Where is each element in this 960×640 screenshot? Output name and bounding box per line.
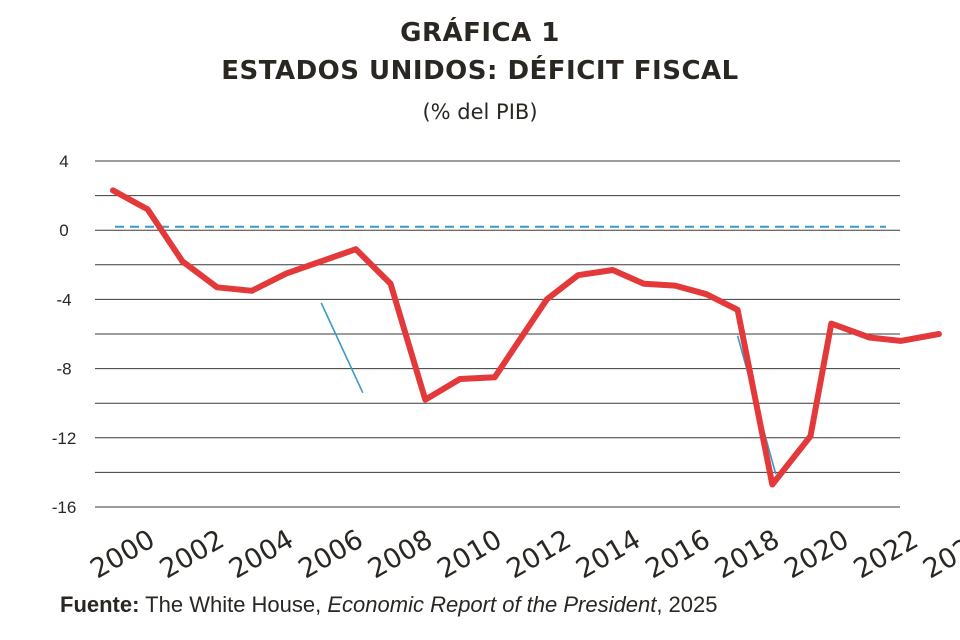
x-tick-label: 2010 — [432, 524, 507, 585]
x-tick-label: 2004 — [224, 524, 299, 585]
x-tick-label: 2024 — [918, 524, 960, 585]
x-tick-label: 2020 — [779, 524, 854, 585]
source-label: Fuente: — [60, 592, 140, 617]
source-publication: Economic Report of the President — [327, 592, 657, 617]
annotations — [320, 302, 777, 475]
y-tick-label: 0 — [59, 221, 68, 240]
chart-unit: (% del PIB) — [422, 100, 538, 124]
x-tick-label: 2014 — [571, 524, 646, 585]
x-tick-label: 2012 — [502, 524, 577, 585]
chart-title: GRÁFICA 1 — [400, 18, 560, 48]
x-axis-ticks: 2000200220042006200820102012201420162018… — [85, 524, 960, 585]
y-tick-label: 4 — [59, 152, 68, 171]
source-note: Fuente: The White House, Economic Report… — [60, 592, 717, 618]
chart-subtitle: ESTADOS UNIDOS: DÉFICIT FISCAL — [221, 56, 739, 86]
y-tick-label: -8 — [56, 360, 71, 379]
y-tick-label: -12 — [52, 429, 77, 448]
series — [110, 187, 942, 488]
gridlines — [95, 160, 900, 508]
y-axis-ticks: 4 0 -4 -8 -12 -16 — [52, 152, 77, 517]
x-tick-label: 2016 — [640, 524, 715, 585]
source-text: The White House, — [139, 592, 328, 617]
x-tick-label: 2002 — [155, 524, 230, 585]
x-tick-label: 2006 — [293, 524, 368, 585]
series-line — [110, 187, 942, 488]
x-tick-label: 2022 — [849, 524, 924, 585]
x-tick-label: 2000 — [85, 524, 160, 585]
y-tick-label: -4 — [56, 290, 71, 309]
x-tick-label: 2018 — [710, 524, 785, 585]
x-tick-label: 2008 — [363, 524, 438, 585]
annotation-line — [320, 302, 364, 394]
y-tick-label: -16 — [52, 498, 77, 517]
source-year: , 2025 — [656, 592, 718, 617]
